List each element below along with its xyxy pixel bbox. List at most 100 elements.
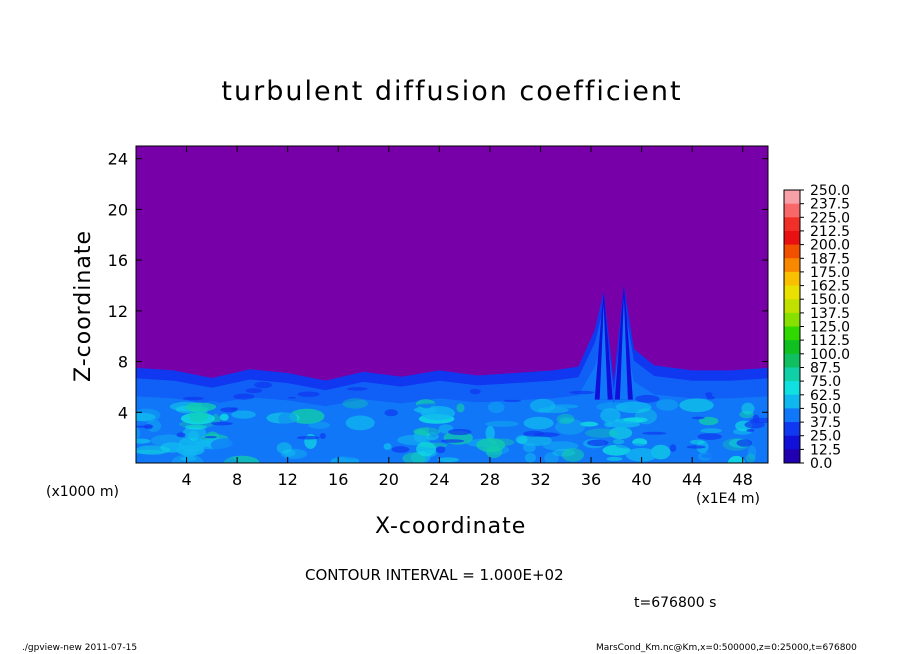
turbulence-blob xyxy=(210,438,239,452)
turbulence-blob xyxy=(517,434,552,446)
turbulence-blob xyxy=(745,453,756,463)
turbulence-streak xyxy=(587,439,609,447)
x-tick-label: 16 xyxy=(328,470,348,489)
x-axis-unit-label: (x1E4 m) xyxy=(696,491,760,507)
turbulence-blob xyxy=(136,445,171,455)
chart-title: turbulent diffusion coefficient xyxy=(221,76,683,107)
colorbar-level-label: 0.0 xyxy=(810,456,832,472)
turbulence-blob xyxy=(542,441,579,451)
turbulence-streak xyxy=(440,439,465,443)
turbulence-blob xyxy=(585,428,618,438)
colorbar-swatch xyxy=(784,244,800,259)
turbulence-blob xyxy=(747,445,757,459)
turbulence-blob xyxy=(266,412,300,424)
turbulence-blob xyxy=(345,435,378,442)
turbulence-blob xyxy=(634,408,658,425)
colorbar-level-label: 87.5 xyxy=(810,361,841,377)
turbulence-blob xyxy=(490,438,515,447)
colorbar-swatch xyxy=(784,217,800,232)
turbulence-blob xyxy=(413,427,441,436)
x-tick-label: 40 xyxy=(631,470,651,489)
turbulence-streak xyxy=(705,392,713,397)
turbulence-blob xyxy=(549,404,579,409)
heatmap-field xyxy=(136,146,768,463)
turbulence-streak xyxy=(144,424,153,430)
turbulence-blob xyxy=(136,438,151,444)
turbulence-streak xyxy=(296,435,320,440)
turbulence-blob xyxy=(561,448,585,462)
colorbar-swatch xyxy=(784,230,800,246)
colorbar-level-label: 25.0 xyxy=(810,429,841,445)
turbulence-blob xyxy=(580,421,599,427)
turbulence-streak xyxy=(245,388,263,394)
y-tick-label: 8 xyxy=(118,353,128,372)
colorbar-level-label: 37.5 xyxy=(810,415,841,431)
colorbar-level-label: 250.0 xyxy=(810,183,850,199)
turbulence-blob xyxy=(136,449,166,454)
colorbar-swatch xyxy=(784,381,800,396)
turbulence-blob xyxy=(625,448,658,462)
colorbar-level-label: 162.5 xyxy=(810,279,850,295)
x-tick-label: 12 xyxy=(278,470,298,489)
turbulence-blob xyxy=(231,410,256,419)
turbulence-streak xyxy=(447,428,472,436)
turbulence-blob xyxy=(485,445,503,459)
x-tick-label: 32 xyxy=(530,470,550,489)
colorbar-swatch xyxy=(784,326,800,341)
turbulence-blob xyxy=(556,413,575,425)
turbulence-streak xyxy=(746,428,755,432)
colorbar-level-label: 75.0 xyxy=(810,374,841,390)
turbulence-blob xyxy=(600,408,621,423)
turbulence-blob xyxy=(690,439,705,445)
x-tick-label: 20 xyxy=(379,470,399,489)
turbulence-blob xyxy=(345,415,375,431)
turbulence-blob xyxy=(257,435,287,443)
turbulence-blob xyxy=(383,443,392,450)
turbulence-blob xyxy=(420,406,456,421)
colorbar-swatch xyxy=(784,258,800,273)
colorbar-level-label: 200.0 xyxy=(810,238,850,254)
turbulence-streak xyxy=(641,431,667,435)
turbulence-blob xyxy=(186,438,199,445)
turbulence-streak xyxy=(697,433,722,440)
turbulence-streak xyxy=(384,409,398,417)
turbulence-blob xyxy=(330,456,360,463)
turbulence-blob xyxy=(485,425,495,441)
turbulence-blob xyxy=(136,413,156,421)
turbulence-blob xyxy=(437,457,460,463)
turbulence-blob xyxy=(426,432,439,441)
turbulence-blob xyxy=(344,454,358,459)
colorbar-swatch xyxy=(784,394,800,409)
turbulence-blob xyxy=(605,420,641,428)
colorbar-level-label: 125.0 xyxy=(810,320,850,336)
turbulence-blob xyxy=(223,455,260,463)
turbulence-blob xyxy=(524,452,536,463)
colorbar-swatch xyxy=(784,190,800,205)
turbulence-streak xyxy=(436,446,446,454)
turbulence-blob xyxy=(632,438,648,447)
turbulence-blob xyxy=(523,442,536,453)
colorbar-level-label: 150.0 xyxy=(810,292,850,308)
turbulence-blob xyxy=(421,404,432,409)
turbulence-blob xyxy=(136,427,141,439)
turbulence-blob xyxy=(185,402,217,412)
turbulence-blob xyxy=(276,442,292,454)
colorbar-swatch xyxy=(784,353,800,368)
turbulence-blob xyxy=(555,418,585,435)
turbulence-blob xyxy=(523,416,554,430)
turbulence-streak xyxy=(391,446,410,453)
turbulence-streak xyxy=(635,394,660,403)
turbulence-blob xyxy=(416,441,437,457)
turbulence-streak xyxy=(706,396,715,400)
colorbar-level-label: 225.0 xyxy=(810,210,850,226)
turbulence-blob xyxy=(180,456,197,461)
turbulence-blob xyxy=(700,428,722,434)
turbulence-blob xyxy=(220,413,229,421)
x-tick-label: 28 xyxy=(480,470,500,489)
turbulence-blob xyxy=(612,438,625,445)
x-tick-label: 4 xyxy=(181,470,191,489)
turbulence-streak xyxy=(503,399,522,403)
turbulence-blob xyxy=(278,412,298,426)
colorbar-swatch xyxy=(784,271,800,287)
